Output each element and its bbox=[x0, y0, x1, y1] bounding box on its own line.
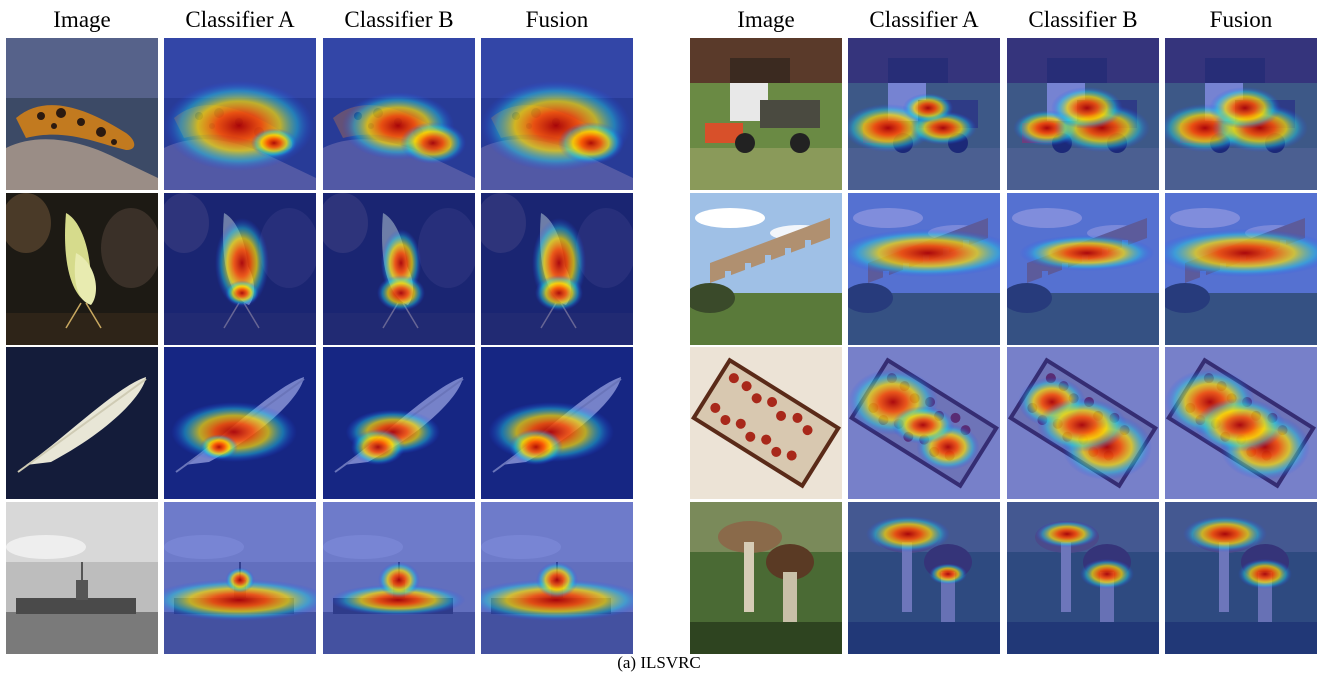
left-header-image: Image bbox=[53, 7, 111, 32]
right-abacus-image-image bbox=[690, 347, 842, 499]
left-header-classifier-a: Classifier A bbox=[185, 7, 295, 32]
left-aircraft-carrier-classifier-a-image bbox=[164, 502, 316, 654]
right-header-classifier-b: Classifier B bbox=[1028, 7, 1138, 32]
right-mushroom-image-image bbox=[690, 502, 842, 654]
left-feather-classifier-b-image bbox=[323, 347, 475, 499]
left-butterfly-classifier-b-image bbox=[323, 193, 475, 345]
right-viaduct-fusion-image bbox=[1165, 193, 1317, 345]
right-mushroom-classifier-b-image bbox=[1007, 502, 1159, 654]
left-aircraft-carrier-image-image bbox=[6, 502, 158, 654]
right-header-image: Image bbox=[737, 7, 795, 32]
left-gila-monster-fusion-image bbox=[481, 38, 633, 190]
left-feather-classifier-a-image bbox=[164, 347, 316, 499]
right-abacus-classifier-b-image bbox=[1007, 347, 1159, 499]
right-utility-truck-fusion-image bbox=[1165, 38, 1317, 190]
right-header-classifier-a: Classifier A bbox=[869, 7, 979, 32]
left-header-fusion: Fusion bbox=[525, 7, 589, 32]
right-header-fusion: Fusion bbox=[1209, 7, 1273, 32]
figure-caption: (a) ILSVRC bbox=[617, 653, 701, 672]
right-mushroom-fusion-image bbox=[1165, 502, 1317, 654]
left-header-classifier-b: Classifier B bbox=[344, 7, 454, 32]
left-feather-fusion-image bbox=[481, 347, 633, 499]
left-gila-monster-image-image bbox=[6, 38, 158, 190]
right-viaduct-image-image bbox=[690, 193, 842, 345]
left-gila-monster-classifier-a-image bbox=[164, 38, 316, 190]
left-butterfly-classifier-a-image bbox=[164, 193, 316, 345]
left-aircraft-carrier-fusion-image bbox=[481, 502, 633, 654]
right-utility-truck-image-image bbox=[690, 38, 842, 190]
right-utility-truck-classifier-a-image bbox=[848, 38, 1000, 190]
left-feather-image-image bbox=[6, 347, 158, 499]
left-butterfly-fusion-image bbox=[481, 193, 633, 345]
right-viaduct-classifier-a-image bbox=[848, 193, 1000, 345]
right-utility-truck-classifier-b-image bbox=[1007, 38, 1159, 190]
right-viaduct-classifier-b-image bbox=[1007, 193, 1159, 345]
right-mushroom-classifier-a-image bbox=[848, 502, 1000, 654]
left-butterfly-image-image bbox=[6, 193, 158, 345]
left-aircraft-carrier-classifier-b-image bbox=[323, 502, 475, 654]
left-gila-monster-classifier-b-image bbox=[323, 38, 475, 190]
right-abacus-classifier-a-image bbox=[848, 347, 1000, 499]
right-abacus-fusion-image bbox=[1165, 347, 1317, 499]
